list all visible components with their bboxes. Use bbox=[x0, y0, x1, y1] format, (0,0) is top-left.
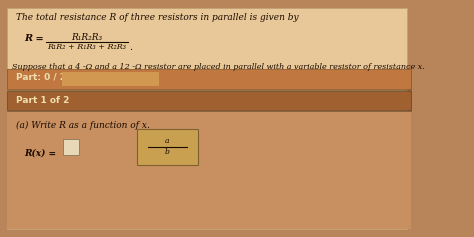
Text: b: b bbox=[165, 148, 170, 156]
Bar bbox=[64, 139, 79, 155]
Bar bbox=[62, 72, 159, 86]
Text: Suppose that a 4 -Ω and a 12 -Ω resistor are placed in parallel with a variable : Suppose that a 4 -Ω and a 12 -Ω resistor… bbox=[12, 63, 425, 71]
Text: Part 1 of 2: Part 1 of 2 bbox=[16, 96, 69, 105]
Text: (a) Write R as a function of x.: (a) Write R as a function of x. bbox=[16, 121, 150, 130]
Text: Part: 0 / 2: Part: 0 / 2 bbox=[16, 73, 66, 82]
Bar bbox=[7, 91, 410, 110]
Bar bbox=[7, 69, 410, 89]
Text: R(x) =: R(x) = bbox=[25, 149, 57, 158]
Text: a: a bbox=[165, 137, 170, 145]
Text: .: . bbox=[129, 43, 133, 52]
Text: The total resistance R of three resistors in parallel is given by: The total resistance R of three resistor… bbox=[16, 13, 299, 22]
Bar bbox=[137, 129, 198, 165]
Bar bbox=[7, 111, 410, 229]
Text: R₁R₂ + R₁R₃ + R₂R₃: R₁R₂ + R₁R₃ + R₂R₃ bbox=[47, 43, 126, 51]
Text: R =: R = bbox=[25, 34, 44, 43]
Text: R₁R₂R₃: R₁R₂R₃ bbox=[71, 33, 102, 42]
